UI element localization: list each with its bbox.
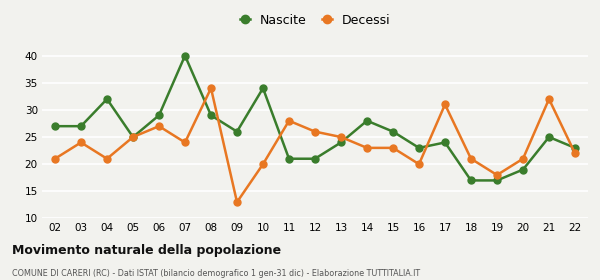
Nascite	[103, 97, 110, 101]
Decessi	[545, 97, 553, 101]
Nascite	[364, 119, 371, 122]
Nascite	[52, 125, 59, 128]
Decessi	[493, 173, 500, 177]
Nascite	[337, 141, 344, 144]
Text: COMUNE DI CARERI (RC) - Dati ISTAT (bilancio demografico 1 gen-31 dic) - Elabora: COMUNE DI CARERI (RC) - Dati ISTAT (bila…	[12, 269, 420, 278]
Nascite	[389, 130, 397, 133]
Decessi	[181, 141, 188, 144]
Decessi	[389, 146, 397, 150]
Nascite	[415, 146, 422, 150]
Nascite	[233, 130, 241, 133]
Nascite	[130, 135, 137, 139]
Nascite	[571, 146, 578, 150]
Nascite	[493, 179, 500, 182]
Decessi	[77, 141, 85, 144]
Decessi	[442, 103, 449, 106]
Decessi	[155, 125, 163, 128]
Decessi	[286, 119, 293, 122]
Nascite	[181, 54, 188, 57]
Decessi	[571, 152, 578, 155]
Line: Nascite: Nascite	[52, 52, 578, 184]
Nascite	[286, 157, 293, 160]
Nascite	[77, 125, 85, 128]
Decessi	[337, 135, 344, 139]
Nascite	[208, 114, 215, 117]
Decessi	[103, 157, 110, 160]
Legend: Nascite, Decessi: Nascite, Decessi	[235, 9, 395, 32]
Text: Movimento naturale della popolazione: Movimento naturale della popolazione	[12, 244, 281, 256]
Nascite	[442, 141, 449, 144]
Decessi	[311, 130, 319, 133]
Nascite	[545, 135, 553, 139]
Decessi	[364, 146, 371, 150]
Nascite	[155, 114, 163, 117]
Decessi	[259, 162, 266, 166]
Nascite	[467, 179, 475, 182]
Decessi	[520, 157, 527, 160]
Nascite	[311, 157, 319, 160]
Decessi	[467, 157, 475, 160]
Decessi	[415, 162, 422, 166]
Decessi	[208, 87, 215, 90]
Line: Decessi: Decessi	[52, 85, 578, 206]
Decessi	[130, 135, 137, 139]
Nascite	[259, 87, 266, 90]
Decessi	[52, 157, 59, 160]
Decessi	[233, 200, 241, 204]
Nascite	[520, 168, 527, 171]
